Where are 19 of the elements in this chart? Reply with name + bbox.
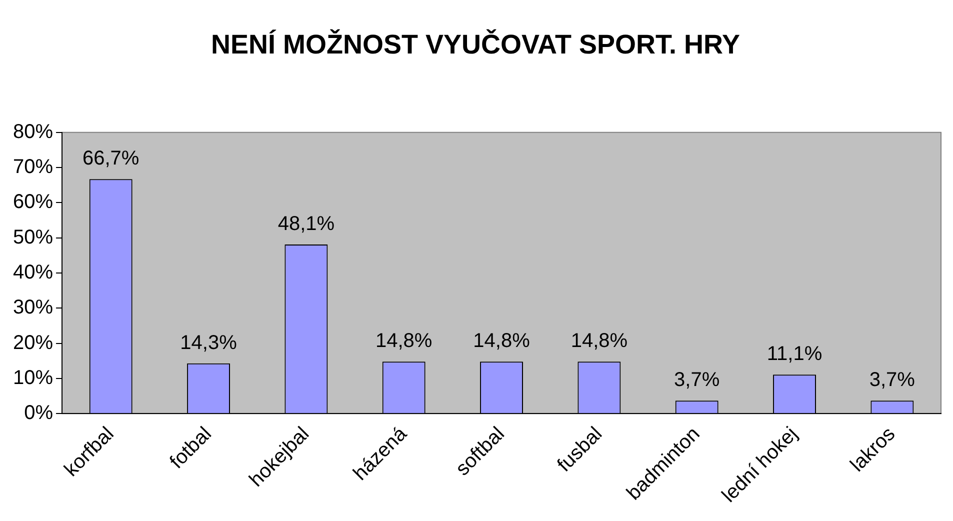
data-label: 66,7% [82,148,140,170]
data-label: 11,1% [766,343,822,366]
y-tick-label: 40% [13,262,54,284]
y-tick-label: 30% [13,296,54,319]
chart-title: NENÍ MOŽNOST VYUČOVAT SPORT. HRY [210,28,740,60]
data-label: 3,7% [674,369,720,392]
data-label: 48,1% [278,213,335,236]
y-tick-label: 80% [13,120,54,143]
y-tick-label: 50% [13,226,54,248]
data-label: 3,7% [869,369,916,392]
data-label: 14,8% [375,330,432,352]
y-tick-label: 0% [24,402,54,424]
y-tick-label: 10% [13,366,54,389]
data-label: 14,8% [570,330,628,352]
y-tick-label: 70% [13,156,54,178]
data-label: 14,3% [180,332,238,354]
y-tick-label: 20% [13,332,54,354]
data-label: 14,8% [473,330,530,352]
y-tick-label: 60% [13,191,54,214]
